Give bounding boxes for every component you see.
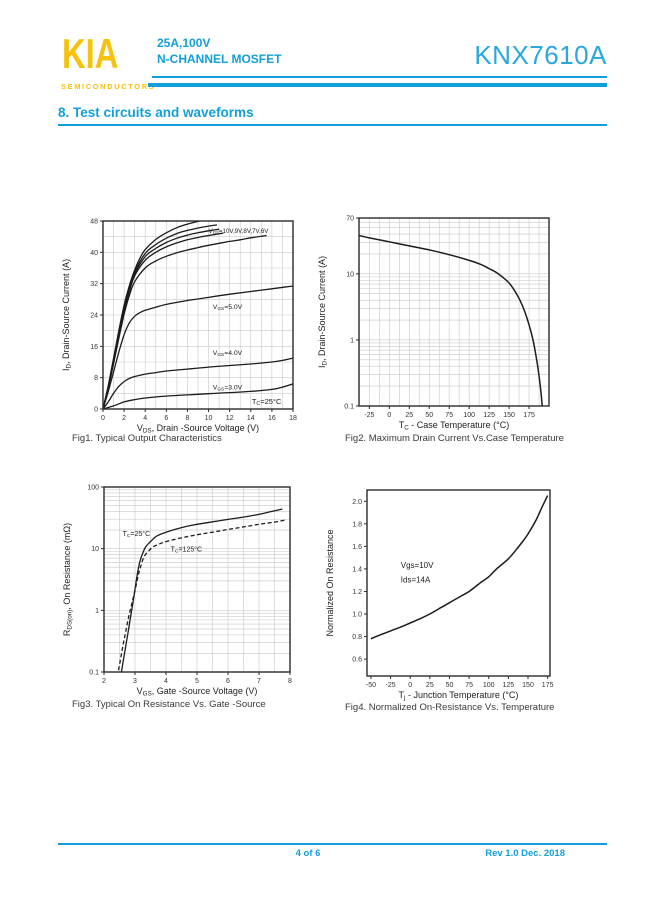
fig4-normalized-resistance-chart: -50 -25 0 25 50 75 100 125 150 175 0.6 0.8 1.0 1.2 1.4…: [325, 489, 554, 701]
svg-text:-50: -50: [366, 682, 376, 689]
svg-text:10: 10: [205, 415, 213, 422]
kia-logo: KIA: [62, 30, 119, 77]
svg-text:175: 175: [523, 412, 535, 419]
svg-text:1.4: 1.4: [352, 566, 362, 573]
footer-page-number: 4 of 6: [295, 848, 321, 859]
svg-text:125: 125: [483, 412, 495, 419]
svg-text:100: 100: [483, 682, 495, 689]
svg-text:1: 1: [350, 337, 354, 344]
svg-text:0.1: 0.1: [89, 670, 99, 677]
svg-text:1.8: 1.8: [352, 521, 362, 528]
svg-text:150: 150: [503, 412, 515, 419]
svg-text:0.8: 0.8: [352, 634, 362, 641]
fig3-on-resistance-chart: 2 3 4 5 6 7 8 0.1 1 10 100 VGS, Gate -Source Voltag…: [62, 485, 292, 698]
svg-text:VGS=4.0V: VGS=4.0V: [213, 350, 243, 358]
kia-logo-subtitle: SEMICONDUCTORS: [61, 82, 156, 91]
svg-text:ID, Drain-Source Current (A): ID, Drain-Source Current (A): [317, 256, 328, 368]
svg-text:0.1: 0.1: [344, 404, 354, 411]
svg-text:2: 2: [122, 415, 126, 422]
svg-text:125: 125: [503, 682, 515, 689]
svg-text:1: 1: [95, 608, 99, 615]
svg-text:10: 10: [346, 271, 354, 278]
svg-text:8: 8: [288, 678, 292, 685]
svg-text:TC=25°C: TC=25°C: [252, 397, 282, 407]
svg-text:1.6: 1.6: [352, 544, 362, 551]
svg-text:Vgs=10V: Vgs=10V: [401, 561, 434, 570]
svg-text:32: 32: [90, 281, 98, 288]
fig1-caption: Fig1. Typical Output Characteristics: [72, 433, 222, 444]
section-heading: 8. Test circuits and waveforms: [58, 105, 254, 120]
svg-text:-25: -25: [385, 682, 395, 689]
fig2-caption: Fig2. Maximum Drain Current Vs.Case Temp…: [345, 433, 564, 444]
svg-text:Normalized On Resistance: Normalized On Resistance: [325, 529, 335, 636]
svg-text:VGS, Gate -Source Voltage (V): VGS, Gate -Source Voltage (V): [137, 686, 258, 697]
svg-text:3: 3: [133, 678, 137, 685]
svg-text:150: 150: [522, 682, 534, 689]
svg-text:0: 0: [408, 682, 412, 689]
svg-text:6: 6: [226, 678, 230, 685]
svg-text:75: 75: [445, 412, 453, 419]
svg-text:TC=25°C: TC=25°C: [123, 530, 151, 539]
svg-text:TC=125°C: TC=125°C: [171, 545, 202, 554]
svg-text:2.0: 2.0: [352, 499, 362, 506]
svg-text:VGS=10V,9V,8V,7V,6V: VGS=10V,9V,8V,7V,6V: [209, 228, 270, 235]
svg-text:40: 40: [90, 250, 98, 257]
fig4-caption: Fig4. Normalized On-Resistance Vs. Tempe…: [345, 702, 555, 713]
svg-text:12: 12: [226, 415, 234, 422]
svg-text:VDS, Drain -Source Voltage (V): VDS, Drain -Source Voltage (V): [137, 423, 259, 434]
svg-text:1.2: 1.2: [352, 589, 362, 596]
svg-text:TC - Case Temperature (°C): TC - Case Temperature (°C): [399, 420, 510, 431]
svg-text:1.0: 1.0: [352, 612, 362, 619]
svg-text:0.6: 0.6: [352, 657, 362, 664]
svg-text:2: 2: [102, 678, 106, 685]
fig2-max-drain-current-chart: -25 0 25 50 75 100 125 150 175 0.1 1 10 70 TC - Case …: [317, 216, 550, 431]
fig3-caption: Fig3. Typical On Resistance Vs. Gate -So…: [72, 699, 266, 710]
svg-text:50: 50: [446, 682, 454, 689]
svg-text:4: 4: [164, 678, 168, 685]
part-type: N-CHANNEL MOSFET: [157, 52, 282, 66]
svg-text:18: 18: [289, 415, 297, 422]
svg-text:5: 5: [195, 678, 199, 685]
svg-text:10: 10: [91, 546, 99, 553]
svg-text:ID, Drain-Source Current (A): ID, Drain-Source Current (A): [61, 259, 72, 371]
svg-text:0: 0: [387, 412, 391, 419]
part-rating: 25A,100V: [157, 36, 211, 50]
svg-text:8: 8: [185, 415, 189, 422]
svg-text:25: 25: [405, 412, 413, 419]
svg-text:8: 8: [94, 375, 98, 382]
svg-text:24: 24: [90, 313, 98, 320]
header-rule-thick: [148, 83, 607, 87]
svg-text:100: 100: [463, 412, 475, 419]
svg-text:6: 6: [164, 415, 168, 422]
svg-text:100: 100: [87, 485, 99, 492]
svg-text:Ids=14A: Ids=14A: [401, 575, 431, 584]
svg-text:16: 16: [90, 344, 98, 351]
footer-revision: Rev 1.0 Dec. 2018: [485, 848, 565, 859]
svg-text:175: 175: [542, 682, 554, 689]
footer-rule: [58, 843, 607, 845]
svg-text:-25: -25: [364, 412, 374, 419]
svg-text:4: 4: [143, 415, 147, 422]
svg-text:0: 0: [101, 415, 105, 422]
part-number: KNX7610A: [474, 40, 607, 70]
svg-text:VGS=3.0V: VGS=3.0V: [213, 384, 243, 392]
svg-text:75: 75: [465, 682, 473, 689]
svg-text:16: 16: [268, 415, 276, 422]
svg-text:RDS(on), On Resistance (mΩ): RDS(on), On Resistance (mΩ): [62, 523, 73, 636]
svg-text:50: 50: [425, 412, 433, 419]
svg-text:14: 14: [247, 415, 255, 422]
svg-text:Tj - Junction Temperature (°C): Tj - Junction Temperature (°C): [399, 690, 519, 701]
svg-text:48: 48: [90, 219, 98, 226]
svg-text:25: 25: [426, 682, 434, 689]
svg-text:70: 70: [346, 216, 354, 223]
svg-text:VGS=5.0V: VGS=5.0V: [213, 304, 243, 312]
section-heading-rule: [58, 124, 607, 126]
svg-text:7: 7: [257, 678, 261, 685]
svg-text:0: 0: [94, 407, 98, 414]
header-rule-thin: [152, 76, 607, 78]
